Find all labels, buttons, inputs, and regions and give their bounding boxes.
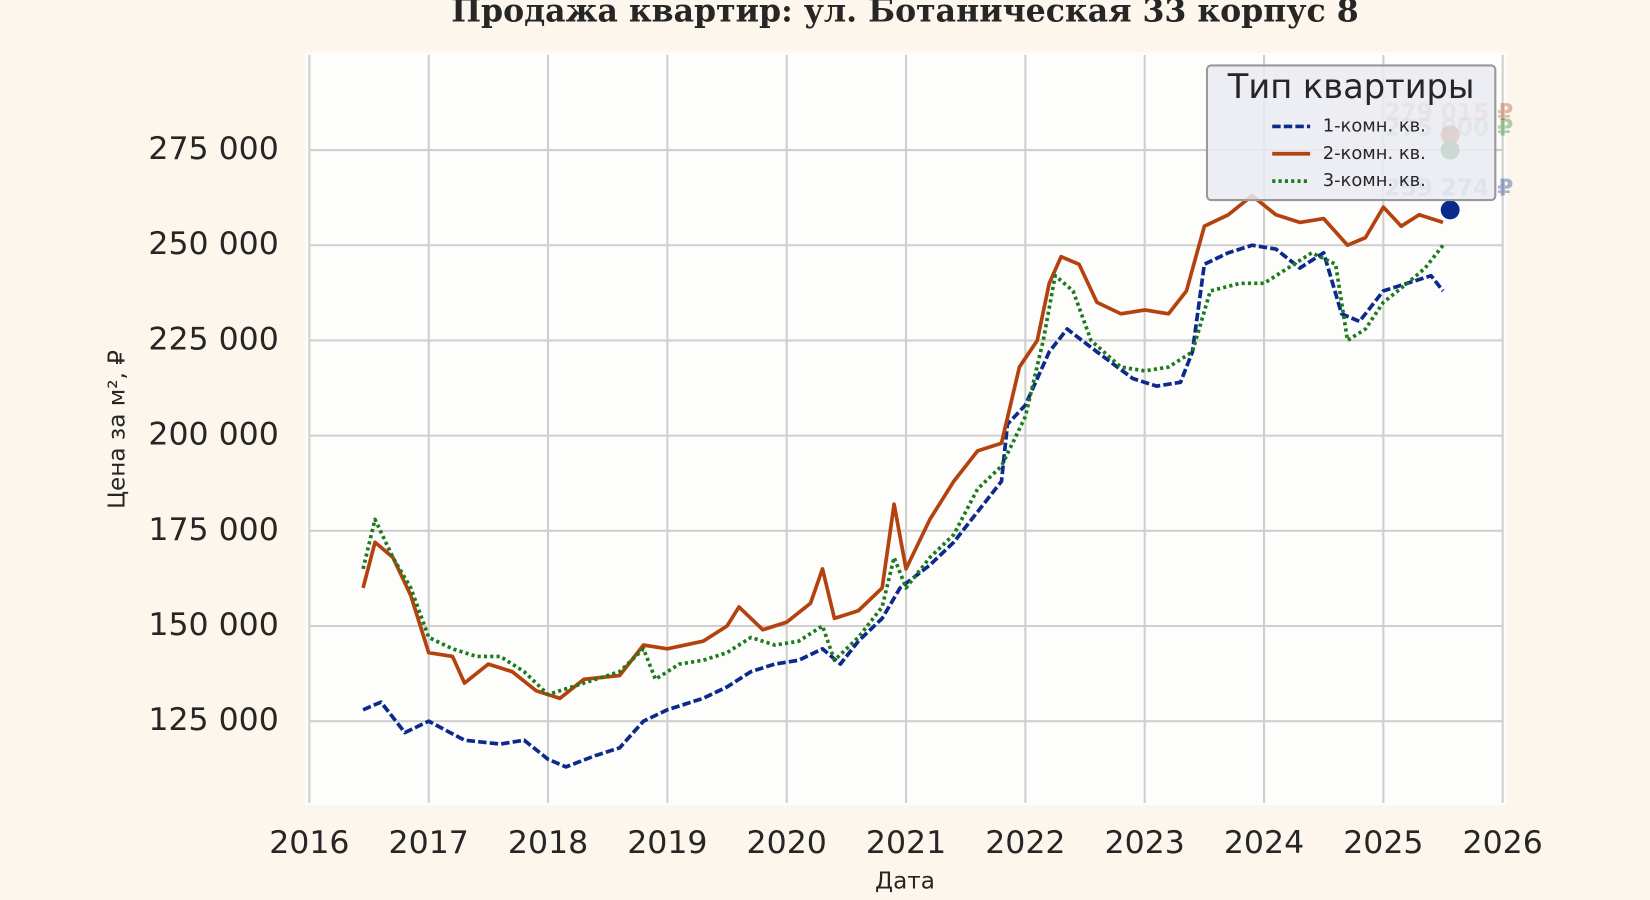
y-tick-label: 175 000 (148, 512, 278, 548)
x-axis-label: Дата (875, 868, 935, 894)
x-tick-label: 2017 (389, 825, 469, 861)
y-tick-label: 200 000 (148, 417, 278, 453)
y-tick-label: 225 000 (148, 321, 278, 357)
y-tick-label: 150 000 (148, 607, 278, 643)
x-tick-label: 2021 (866, 825, 946, 861)
x-tick-label: 2023 (1105, 825, 1185, 861)
legend: Тип квартиры 1-комн. кв. 2-комн. кв. 3-комн… (1205, 64, 1497, 202)
line-series (362, 243, 1445, 769)
legend-label: 3-комн. кв. (1323, 170, 1426, 191)
x-tick-label: 2020 (747, 825, 827, 861)
legend-label: 2-комн. кв. (1323, 143, 1426, 164)
x-tick-label: 2016 (269, 825, 349, 861)
line-series (361, 193, 1444, 701)
x-tick-label: 2024 (1224, 825, 1304, 861)
x-tick-label: 2025 (1343, 825, 1423, 861)
x-tick-label: 2022 (985, 825, 1065, 861)
legend-title: Тип квартиры (1227, 67, 1475, 106)
y-axis-label: Цена за м², ₽ (104, 350, 130, 509)
y-tick-label: 125 000 (148, 702, 278, 738)
x-tick-label: 2018 (508, 825, 588, 861)
x-tick-label: 2019 (627, 825, 707, 861)
line-series (361, 244, 1445, 697)
y-tick-label: 250 000 (148, 226, 278, 262)
x-tick-label: 2026 (1463, 825, 1543, 861)
legend-label: 1-комн. кв. (1323, 115, 1426, 136)
chart-title: Продажа квартир: ул. Ботаническая 33 кор… (451, 0, 1358, 29)
legend-box (1205, 64, 1497, 202)
end-point (1440, 200, 1460, 220)
y-tick-label: 275 000 (148, 131, 278, 167)
